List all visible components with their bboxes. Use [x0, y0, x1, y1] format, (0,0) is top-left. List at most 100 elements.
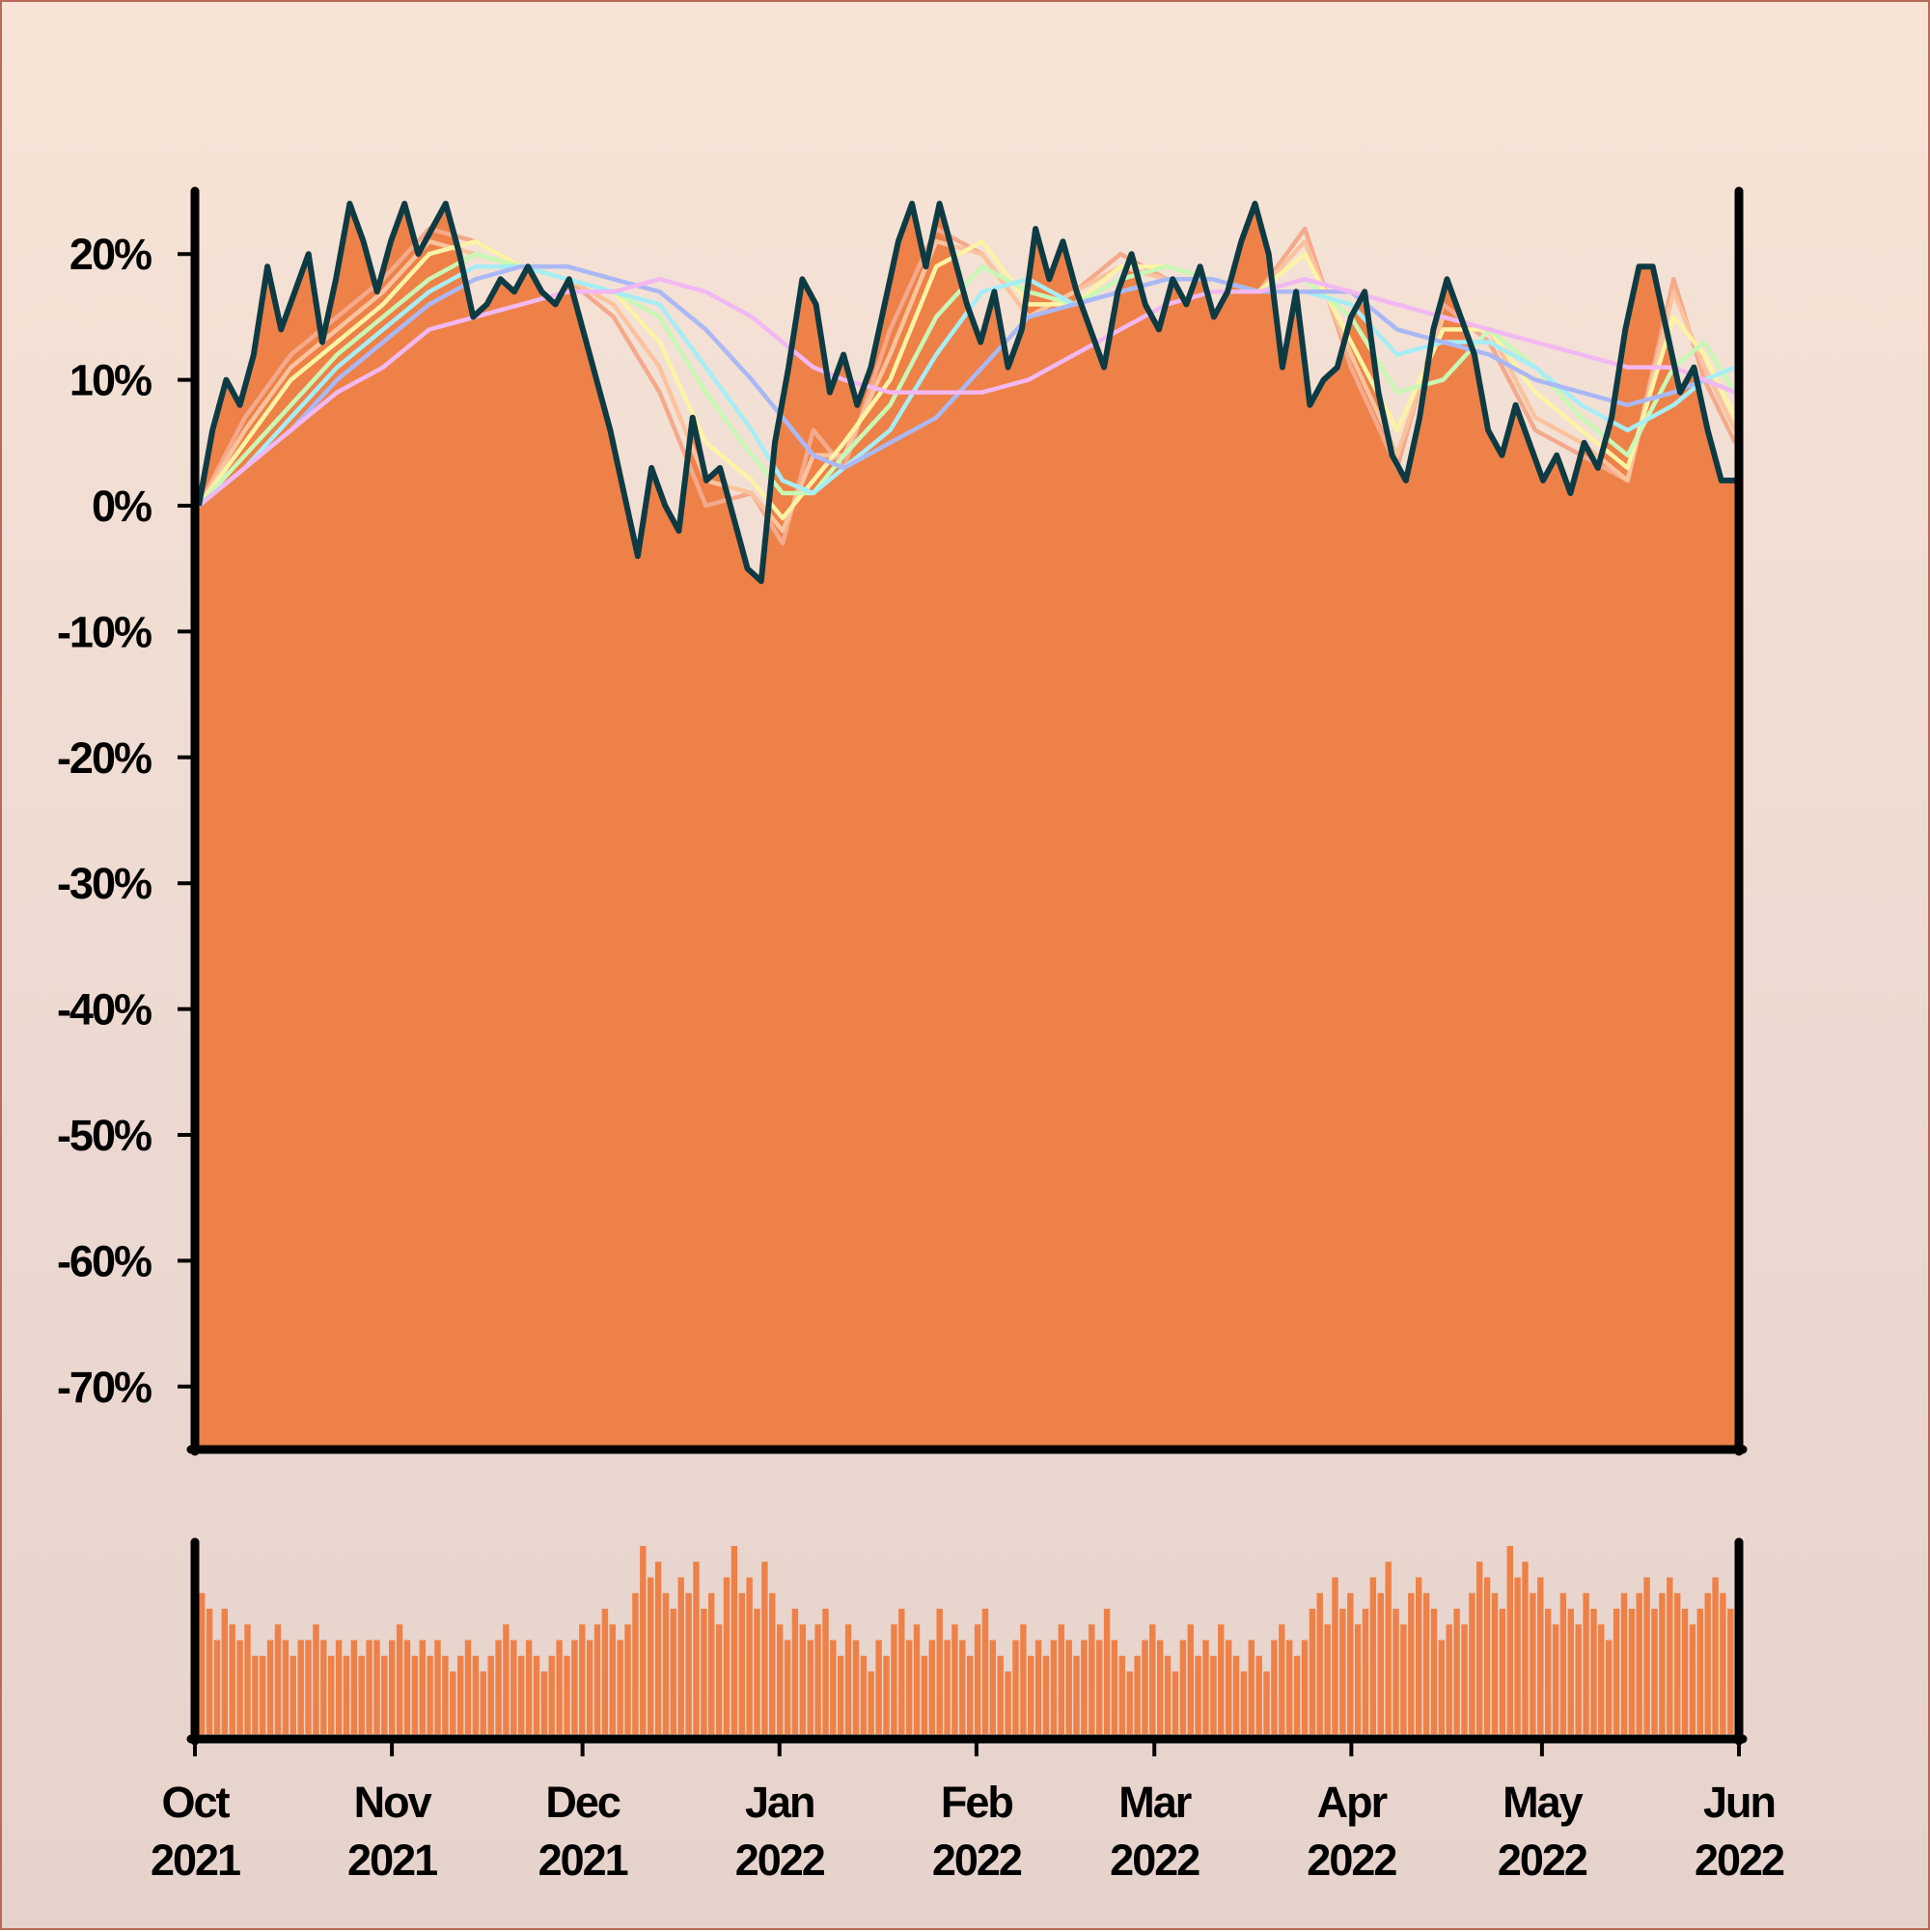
volume-bar	[586, 1640, 593, 1734]
volume-bar	[510, 1640, 517, 1734]
volume-bar	[814, 1624, 821, 1735]
x-tick-label-month: Mar	[1118, 1778, 1192, 1827]
volume-bar	[1689, 1624, 1696, 1735]
y-tick-label: -50%	[57, 1111, 152, 1160]
volume-bar	[1720, 1592, 1726, 1735]
volume-bar	[913, 1624, 921, 1735]
volume-bar	[654, 1561, 662, 1735]
volume-bar	[518, 1655, 525, 1735]
volume-bar	[320, 1640, 327, 1734]
volume-bar	[1422, 1592, 1430, 1735]
volume-bar	[1142, 1640, 1148, 1734]
volume-bar	[1583, 1592, 1589, 1735]
volume-bar	[1522, 1561, 1529, 1735]
volume-bar	[822, 1609, 829, 1734]
volume-plot	[199, 1546, 1734, 1735]
volume-bar	[366, 1640, 372, 1734]
volume-bar	[548, 1655, 555, 1735]
volume-bar	[624, 1624, 631, 1735]
volume-bar	[1020, 1624, 1027, 1735]
volume-bar	[868, 1671, 874, 1734]
volume-bar	[807, 1640, 813, 1734]
volume-bar	[632, 1592, 639, 1735]
y-tick-label: -30%	[57, 859, 152, 908]
x-tick-label-month: Dec	[545, 1778, 620, 1827]
volume-bar	[1575, 1624, 1582, 1735]
volume-bar	[898, 1609, 905, 1734]
volume-bar	[738, 1592, 745, 1735]
volume-bar	[1354, 1624, 1362, 1735]
volume-bar	[472, 1655, 480, 1735]
volume-bar	[1674, 1592, 1681, 1735]
volume-bar	[389, 1640, 396, 1734]
volume-bar	[274, 1624, 282, 1735]
volume-bar	[1232, 1655, 1240, 1735]
volume-bar	[1149, 1624, 1156, 1735]
volume-bar	[244, 1624, 251, 1735]
x-tick-label-year: 2022	[1498, 1835, 1587, 1885]
volume-bar	[1530, 1592, 1536, 1735]
volume-bar	[1103, 1609, 1111, 1734]
volume-bar	[1279, 1624, 1285, 1735]
x-tick-label-month: May	[1503, 1778, 1584, 1827]
volume-bar	[1195, 1655, 1201, 1735]
volume-bar	[1667, 1577, 1673, 1734]
volume-bar	[875, 1640, 882, 1734]
volume-bar	[799, 1624, 806, 1735]
volume-bar	[989, 1640, 996, 1734]
y-tick-label: -70%	[57, 1363, 152, 1412]
volume-bar	[906, 1640, 913, 1734]
volume-bar	[350, 1640, 357, 1734]
volume-bar	[396, 1624, 403, 1735]
volume-bar	[480, 1671, 486, 1734]
volume-bar	[1369, 1577, 1377, 1734]
y-tick-label: -60%	[57, 1236, 152, 1285]
volume-bar	[434, 1640, 441, 1734]
volume-bar	[373, 1640, 380, 1734]
volume-bar	[693, 1561, 700, 1735]
volume-bar	[1081, 1640, 1088, 1734]
volume-bar	[1643, 1577, 1650, 1734]
volume-bar	[1651, 1609, 1658, 1734]
volume-bar	[503, 1624, 510, 1735]
volume-bar	[997, 1655, 1004, 1735]
volume-bar	[1187, 1624, 1194, 1735]
volume-bar	[1172, 1671, 1179, 1734]
volume-bar	[784, 1640, 791, 1734]
volume-bar	[662, 1592, 670, 1735]
volume-bar	[236, 1640, 243, 1734]
volume-bar	[1613, 1609, 1620, 1734]
volume-bar	[1324, 1624, 1331, 1735]
volume-bar	[457, 1655, 464, 1735]
volume-bar	[1309, 1609, 1316, 1734]
volume-bar	[1385, 1561, 1392, 1735]
volume-bar	[1293, 1655, 1301, 1735]
volume-bar	[1712, 1577, 1719, 1734]
volume-bar	[1590, 1609, 1597, 1734]
x-tick-label-year: 2021	[347, 1835, 437, 1885]
volume-bar	[1118, 1655, 1125, 1735]
volume-bar	[1028, 1655, 1034, 1735]
volume-bar	[533, 1655, 540, 1735]
volume-bar	[1438, 1640, 1445, 1734]
volume-bar	[1089, 1624, 1095, 1735]
volume-bar	[199, 1592, 206, 1735]
volume-bar	[1704, 1592, 1711, 1735]
volume-bar	[777, 1624, 784, 1735]
y-tick-label: -10%	[57, 607, 152, 656]
volume-bar	[1218, 1624, 1225, 1735]
volume-bar	[1248, 1640, 1254, 1734]
volume-bar	[1377, 1592, 1384, 1735]
x-tick-label-year: 2021	[538, 1835, 628, 1885]
volume-bar	[1416, 1577, 1422, 1734]
volume-bar	[921, 1655, 928, 1735]
volume-bar	[1034, 1640, 1042, 1734]
volume-bar	[1476, 1561, 1483, 1735]
volume-bar	[1255, 1655, 1262, 1735]
volume-bar	[427, 1655, 433, 1735]
y-tick-label: 10%	[69, 356, 152, 405]
volume-bar	[1126, 1671, 1133, 1734]
volume-bar	[1226, 1640, 1232, 1734]
volume-bar	[701, 1609, 707, 1734]
volume-bar	[974, 1624, 981, 1735]
